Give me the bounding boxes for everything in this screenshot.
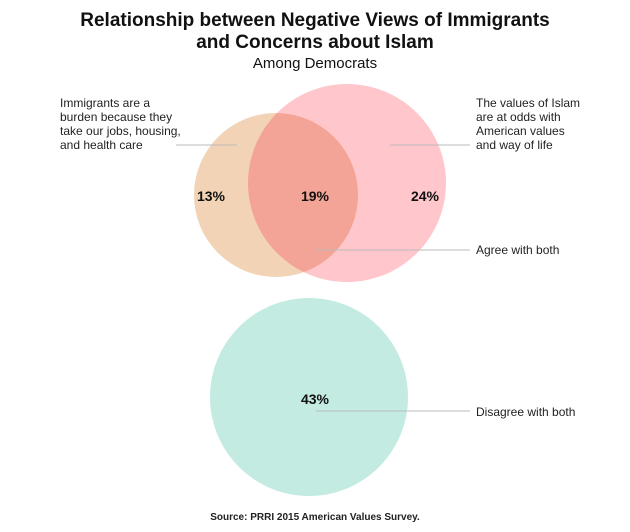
- neither-value: 43%: [301, 391, 330, 407]
- immigrants-label-line: and health care: [60, 138, 143, 152]
- islam-label-line: The values of Islam: [476, 96, 581, 110]
- islam-label-line: American values: [476, 124, 565, 138]
- neither-label: Disagree with both: [476, 405, 576, 419]
- islam-label-line: and way of life: [476, 138, 553, 152]
- both-value: 19%: [301, 188, 330, 204]
- immigrants-only-value: 13%: [197, 188, 226, 204]
- chart-title-line-1: Relationship between Negative Views of I…: [80, 10, 550, 31]
- source-note: Source: PRRI 2015 American Values Survey…: [210, 512, 420, 523]
- islam-only-value: 24%: [411, 188, 440, 204]
- chart-title-line-2: and Concerns about Islam: [196, 32, 434, 53]
- both-label: Agree with both: [476, 243, 560, 257]
- overlap-region: [248, 113, 358, 277]
- immigrants-label: Immigrants are a burden because they tak…: [60, 96, 210, 152]
- immigrants-label-line: take our jobs, housing,: [60, 124, 181, 138]
- immigrants-label-line: burden because they: [60, 110, 173, 124]
- chart-subtitle: Among Democrats: [252, 55, 378, 72]
- immigrants-label-line: Immigrants are a: [60, 96, 151, 110]
- islam-label-line: are at odds with: [476, 110, 561, 124]
- neither-circle: [210, 298, 408, 496]
- islam-label: The values of Islam are at odds with Ame…: [476, 96, 626, 152]
